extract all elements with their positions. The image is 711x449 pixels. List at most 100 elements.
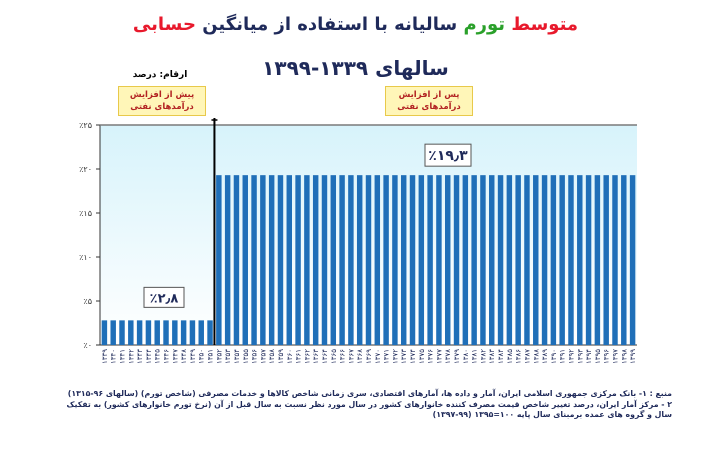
source-line: ۲ - مرکز آمار ایران، درصد تغییر شاخص قیم… [66, 399, 672, 409]
x-tick-label: ۱۳۳۹ [101, 349, 109, 364]
x-tick-label: ۱۳۶۵ [330, 349, 338, 364]
chart-subtitle: سالهای ۱۳۳۹-۱۳۹۹ [262, 56, 449, 80]
x-tick-label: ۱۳۴۰ [110, 349, 118, 364]
x-tick-label: ۱۳۴۳ [136, 349, 144, 364]
y-tick-label: ٪۲۵ [79, 121, 92, 130]
bar [603, 175, 609, 345]
x-tick-label: ۱۳۸۹ [541, 349, 549, 364]
x-tick-label: ۱۳۹۴ [585, 349, 593, 364]
bar [497, 175, 504, 345]
bar [101, 320, 108, 345]
x-tick-label: ۱۳۷۳ [400, 349, 408, 364]
source-note: منبع : ۱- بانک مرکزی جمهوری اسلامی ایران… [40, 389, 672, 421]
bar [224, 175, 231, 345]
x-tick-label: ۱۳۶۸ [356, 349, 364, 364]
x-tick-label: ۱۳۴۱ [119, 349, 127, 364]
x-tick-label: ۱۳۹۰ [550, 349, 558, 364]
x-tick-label: ۱۳۷۵ [418, 349, 426, 364]
source-line: سال و گروه های عمده برمبنای سال پایه ۱۰۰… [432, 410, 672, 419]
bar [260, 175, 266, 345]
title-part-1: متوسط [511, 14, 579, 35]
bar [154, 320, 160, 345]
source-line: منبع : ۱- بانک مرکزی جمهوری اسلامی ایران… [67, 389, 672, 398]
y-tick-label: ٪۰ [83, 341, 92, 350]
x-tick-label: ۱۳۴۹ [189, 349, 197, 364]
x-tick-label: ۱۳۶۰ [286, 349, 294, 364]
bar [233, 175, 240, 345]
x-tick-label: ۱۳۵۶ [251, 349, 259, 364]
bar [392, 175, 398, 345]
bar [110, 320, 116, 345]
bar [427, 175, 433, 345]
bar [321, 175, 328, 345]
x-tick-label: ۱۳۹۲ [567, 349, 575, 364]
x-tick-label: ۱۳۸۸ [532, 349, 540, 364]
bar [163, 320, 169, 345]
bar [409, 175, 416, 345]
period-before-label: پیش از افزایش درآمدهای نفتی [118, 86, 206, 116]
bar [471, 175, 477, 345]
x-tick-label: ۱۳۷۶ [427, 349, 435, 364]
bar [136, 320, 143, 345]
x-tick-label: ۱۳۶۴ [321, 349, 329, 364]
x-tick-label: ۱۳۸۳ [488, 349, 496, 364]
x-tick-label: ۱۳۷۰ [374, 349, 382, 364]
bar [365, 175, 372, 345]
x-tick-label: ۱۳۶۷ [347, 349, 355, 364]
bar [348, 175, 354, 345]
x-tick-label: ۱۳۴۲ [127, 349, 135, 364]
y-tick-label: ٪۱۵ [79, 209, 92, 218]
x-tick-label: ۱۳۴۶ [163, 349, 171, 364]
bar [207, 320, 213, 345]
bar [550, 175, 557, 345]
annotations: ٪۲٫۸ ٪۱۹٫۳ [143, 143, 472, 308]
x-tick-label: ۱۳۷۲ [391, 349, 399, 364]
x-tick-label: ۱۳۹۹ [629, 349, 637, 364]
bar [515, 175, 521, 345]
bar [189, 320, 196, 345]
title-part-4: حسابی [132, 14, 196, 35]
bar [216, 175, 222, 345]
bar [304, 175, 310, 345]
x-tick-label: ۱۳۵۱ [207, 349, 215, 364]
y-tick-label: ٪۲۰ [79, 165, 92, 174]
bar [612, 175, 618, 345]
x-tick-label: ۱۳۸۶ [515, 349, 523, 364]
period-after-label: پس از افزایش درآمدهای نفتی [385, 86, 473, 116]
title-part-2: تورم [463, 14, 506, 35]
bars [101, 118, 636, 345]
x-axis-labels: ۱۳۳۹ ۱۳۴۰ ۱۳۴۱ ۱۳۴۲ ۱۳۴۳ ۱۳۴۴ ۱۳۴۵ ۱۳۴۶ ۱۳۴۷ ۱۳۴۸… [101, 349, 637, 364]
x-tick-label: ۱۳۹۵ [594, 349, 602, 364]
x-tick-label: ۱۳۴۴ [145, 349, 153, 364]
x-tick-label: ۱۳۵۰ [198, 349, 206, 364]
y-tick-label: ٪۱۰ [79, 253, 92, 262]
x-tick-label: ۱۳۸۴ [497, 349, 505, 364]
x-tick-label: ۱۳۵۸ [268, 349, 276, 364]
unit-note: ارقام: درصد [132, 70, 188, 80]
bar [128, 320, 134, 345]
bar [356, 175, 363, 345]
bar [629, 175, 636, 345]
x-tick-label: ۱۳۷۱ [383, 349, 391, 364]
y-tick-label: ٪۵ [83, 297, 92, 306]
x-tick-label: ۱۳۵۳ [224, 349, 232, 364]
annotation-box [424, 143, 472, 167]
annotation-before: ٪۲٫۸ [150, 291, 179, 306]
chart-title: متوسط تورم سالیانه با استفاده از میانگین… [0, 14, 711, 35]
x-tick-label: ۱۳۴۵ [154, 349, 162, 364]
x-tick-label: ۱۳۸۷ [523, 349, 531, 364]
x-tick-label: ۱۳۹۱ [559, 349, 567, 364]
bar [312, 175, 319, 345]
x-tick-label: ۱۳۹۷ [611, 349, 619, 364]
title-part-3: سالیانه با استفاده از میانگین [202, 14, 458, 35]
bar [559, 175, 565, 345]
bar [445, 175, 451, 345]
bar [198, 320, 204, 345]
x-tick-label: ۱۳۵۹ [277, 349, 285, 364]
bar [506, 175, 513, 345]
bar [436, 175, 442, 345]
bar [383, 175, 389, 345]
x-tick-label: ۱۳۴۸ [180, 349, 188, 364]
bar [462, 175, 469, 345]
bar [172, 320, 178, 345]
